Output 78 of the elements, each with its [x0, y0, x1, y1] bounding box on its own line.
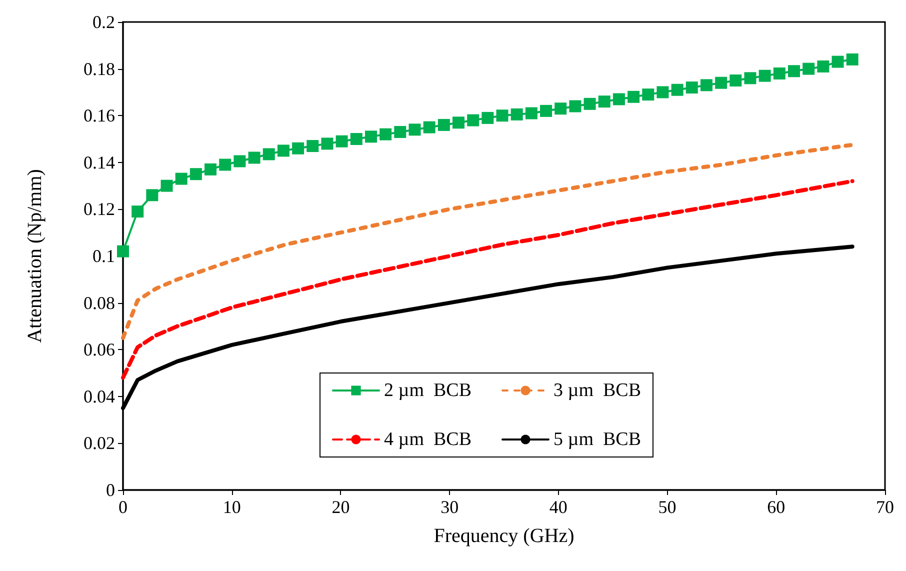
point	[277, 144, 290, 157]
point	[350, 133, 362, 145]
point	[496, 110, 508, 122]
point	[262, 148, 275, 160]
point	[773, 67, 786, 80]
point	[584, 98, 596, 110]
point	[700, 79, 712, 92]
y-tick-label: 0.02	[84, 433, 115, 454]
x-tick-label: 30	[440, 497, 459, 517]
point	[715, 76, 728, 89]
point	[364, 130, 377, 143]
x-tick-label: 40	[549, 497, 568, 517]
point	[730, 74, 742, 86]
point	[744, 72, 756, 84]
x-tick-label: 70	[876, 497, 894, 517]
x-tick-label: 20	[332, 497, 350, 517]
point	[190, 168, 202, 180]
point	[656, 86, 669, 98]
point	[642, 88, 654, 101]
legend-label: 2 µm BCB	[384, 380, 472, 401]
point	[394, 126, 406, 138]
point	[248, 152, 260, 164]
point	[336, 135, 348, 148]
point	[204, 163, 217, 176]
point	[160, 180, 173, 192]
point	[686, 82, 698, 94]
point	[175, 172, 188, 185]
point	[758, 70, 771, 82]
point	[540, 104, 552, 117]
point	[846, 53, 858, 66]
y-tick-label: 0.08	[84, 292, 115, 313]
x-tick-label: 60	[767, 497, 786, 517]
point	[146, 189, 158, 202]
point	[612, 93, 625, 106]
y-tick-label: 0.2	[92, 12, 115, 32]
point	[438, 118, 450, 131]
point	[671, 84, 684, 96]
point	[482, 112, 494, 124]
y-tick-label: 0.18	[84, 58, 115, 79]
point	[802, 62, 815, 75]
y-tick-label: 0.1	[92, 246, 115, 266]
x-tick-label: 10	[222, 497, 241, 517]
y-tick-label: 0.14	[84, 152, 115, 172]
point	[423, 121, 436, 134]
point	[832, 56, 844, 68]
line-series	[121, 142, 854, 340]
point	[817, 60, 830, 72]
point	[380, 128, 392, 140]
legend-label: 4 µm BCB	[384, 429, 472, 450]
y-tick-label: 0.06	[84, 340, 115, 360]
point	[554, 102, 567, 115]
point	[132, 206, 144, 218]
y-axis-title: Attenuation (Np/mm)	[24, 169, 46, 343]
x-axis-title: Frequency (GHz)	[434, 525, 574, 547]
x-tick-label: 50	[658, 497, 676, 517]
point	[598, 96, 610, 108]
point	[234, 155, 246, 168]
point	[452, 116, 464, 129]
legend-label: 5 µm BCB	[553, 429, 641, 450]
point	[219, 158, 232, 171]
line-series	[121, 179, 854, 380]
y-tick-label: 0	[106, 480, 115, 500]
point	[525, 107, 538, 120]
point	[788, 65, 800, 78]
point	[117, 245, 129, 258]
point	[569, 100, 582, 112]
point	[292, 142, 304, 154]
point	[628, 90, 640, 103]
y-tick-label: 0.04	[84, 386, 115, 406]
point	[467, 114, 480, 126]
y-tick-label: 0.16	[84, 106, 115, 126]
y-tick-label: 0.12	[84, 199, 115, 220]
legend-label: 3 µm BCB	[553, 380, 641, 401]
point	[306, 140, 319, 152]
point	[510, 108, 523, 120]
point	[408, 124, 421, 136]
x-tick-label: 0	[118, 497, 128, 517]
point	[321, 138, 334, 150]
